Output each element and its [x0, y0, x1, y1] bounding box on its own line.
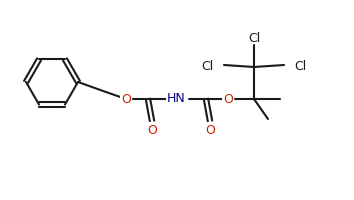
- Text: HN: HN: [167, 92, 185, 105]
- Text: Cl: Cl: [294, 59, 306, 72]
- Text: O: O: [223, 93, 233, 106]
- Text: O: O: [121, 93, 131, 106]
- Text: Cl: Cl: [202, 59, 214, 72]
- Text: Cl: Cl: [248, 31, 260, 44]
- Text: O: O: [147, 123, 157, 136]
- Text: O: O: [205, 123, 215, 136]
